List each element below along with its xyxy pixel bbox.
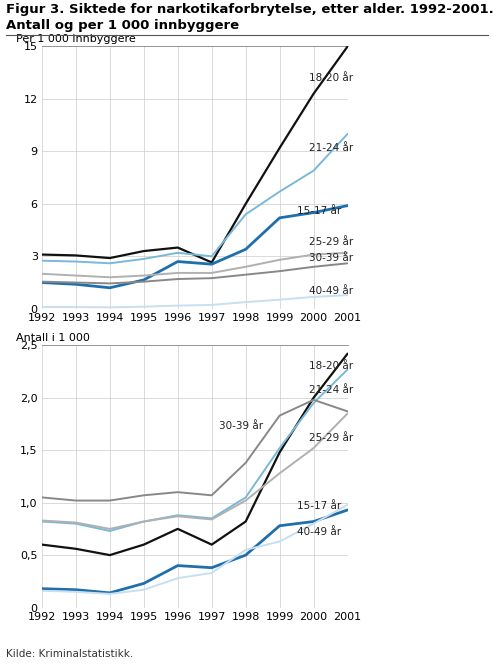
Text: 18-20 år: 18-20 år (309, 73, 352, 83)
Text: Antall og per 1 000 innbyggere: Antall og per 1 000 innbyggere (6, 19, 240, 32)
Text: 30-39 år: 30-39 år (309, 253, 352, 263)
Text: 21-24 år: 21-24 år (309, 385, 353, 395)
Text: 25-29 år: 25-29 år (309, 237, 353, 247)
Text: 40-49 år: 40-49 år (297, 527, 341, 537)
Text: 15-17 år: 15-17 år (297, 206, 341, 216)
Text: Figur 3. Siktede for narkotikaforbrytelse, etter alder. 1992-2001.: Figur 3. Siktede for narkotikaforbrytels… (6, 3, 493, 17)
Text: 30-39 år: 30-39 år (218, 421, 263, 431)
Text: 15-17 år: 15-17 år (297, 501, 341, 511)
Text: 25-29 år: 25-29 år (309, 433, 353, 443)
Text: 18-20 år: 18-20 år (309, 361, 352, 371)
Text: 40-49 år: 40-49 år (309, 286, 352, 296)
Text: Kilde: Kriminalstatistikk.: Kilde: Kriminalstatistikk. (6, 649, 134, 659)
Text: Per 1 000 innbyggere: Per 1 000 innbyggere (16, 34, 136, 44)
Text: Antall i 1 000: Antall i 1 000 (16, 333, 90, 343)
Text: 21-24 år: 21-24 år (309, 143, 353, 153)
